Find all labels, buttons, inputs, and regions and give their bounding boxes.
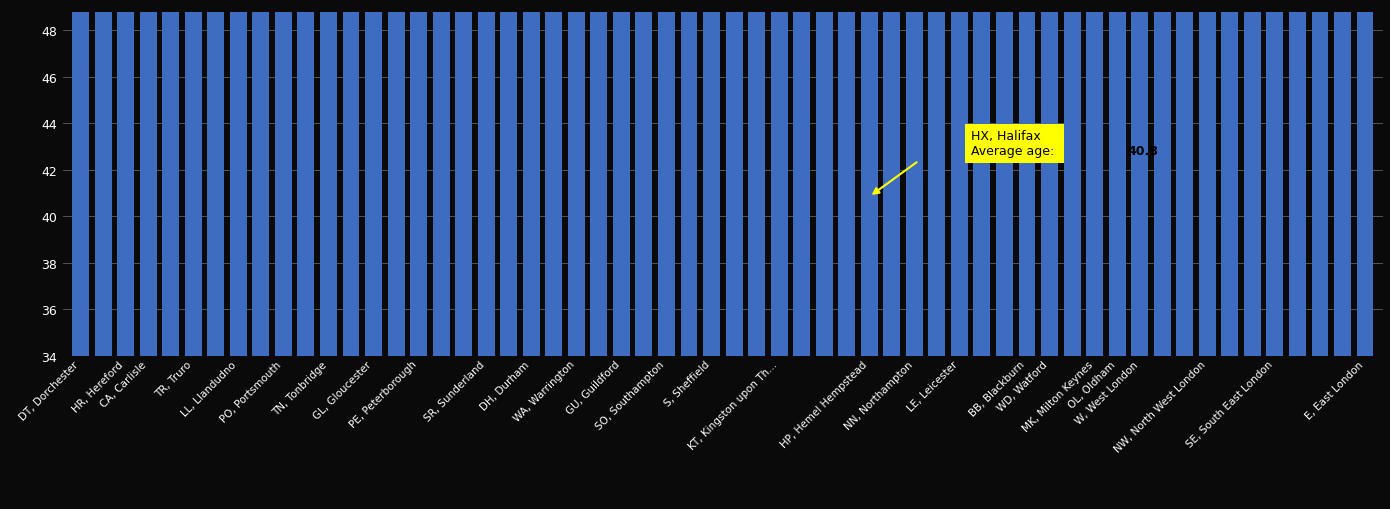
Bar: [613, 0, 630, 356]
Bar: [320, 0, 336, 356]
Bar: [275, 0, 292, 356]
Bar: [1131, 0, 1148, 356]
Bar: [1041, 0, 1058, 356]
Bar: [635, 0, 652, 356]
Bar: [523, 0, 539, 356]
Bar: [455, 0, 473, 356]
Bar: [545, 0, 562, 356]
Bar: [1312, 0, 1329, 356]
Bar: [1154, 0, 1170, 356]
Bar: [185, 0, 202, 356]
Bar: [1086, 0, 1104, 356]
Bar: [703, 0, 720, 356]
Bar: [410, 0, 427, 356]
Bar: [748, 0, 765, 356]
Bar: [432, 0, 449, 356]
Bar: [860, 0, 877, 356]
Bar: [1019, 0, 1036, 356]
Bar: [681, 0, 698, 356]
Bar: [1244, 0, 1261, 356]
Bar: [297, 0, 314, 356]
Bar: [72, 0, 89, 356]
Bar: [569, 0, 585, 356]
Bar: [388, 0, 404, 356]
Bar: [1334, 0, 1351, 356]
Bar: [140, 0, 157, 356]
Bar: [500, 0, 517, 356]
Bar: [1357, 0, 1373, 356]
Bar: [229, 0, 247, 356]
Bar: [1176, 0, 1193, 356]
Bar: [838, 0, 855, 356]
Bar: [342, 0, 360, 356]
Text: 40.8: 40.8: [1127, 130, 1158, 158]
Bar: [906, 0, 923, 356]
Bar: [1063, 0, 1080, 356]
Bar: [794, 0, 810, 356]
Text: HX, Halifax
Average age:: HX, Halifax Average age:: [970, 130, 1058, 158]
Bar: [478, 0, 495, 356]
Bar: [929, 0, 945, 356]
Bar: [1289, 0, 1305, 356]
Bar: [951, 0, 967, 356]
Bar: [95, 0, 111, 356]
Bar: [973, 0, 991, 356]
Bar: [117, 0, 133, 356]
Bar: [1222, 0, 1238, 356]
Bar: [997, 0, 1013, 356]
Bar: [1266, 0, 1283, 356]
Bar: [816, 0, 833, 356]
Bar: [884, 0, 901, 356]
Bar: [163, 0, 179, 356]
Bar: [1109, 0, 1126, 356]
Bar: [726, 0, 742, 356]
Bar: [657, 0, 676, 356]
Bar: [366, 0, 382, 356]
Bar: [253, 0, 270, 356]
Bar: [591, 0, 607, 356]
Bar: [770, 0, 788, 356]
Bar: [207, 0, 224, 356]
Bar: [1198, 0, 1216, 356]
